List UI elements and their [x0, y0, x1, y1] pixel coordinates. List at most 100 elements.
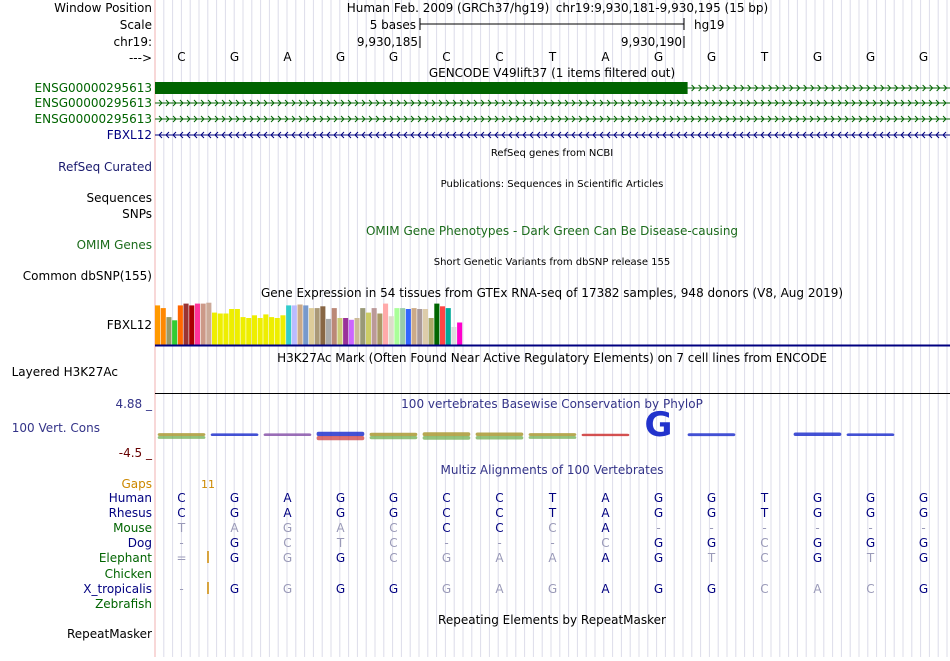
gtex-tissue-bar[interactable] — [234, 309, 240, 345]
gtex-tissue-bar[interactable] — [223, 313, 229, 346]
gtex-tissue-bar[interactable] — [274, 318, 280, 345]
gtex-tissue-bar[interactable] — [383, 303, 389, 345]
gtex-tissue-bar[interactable] — [206, 302, 212, 345]
aligned-base: = — [176, 551, 186, 565]
gtex-tissue-bar[interactable] — [246, 318, 252, 345]
gtex-tissue-bar[interactable] — [400, 308, 406, 345]
gaps-label[interactable]: Gaps — [121, 477, 152, 491]
gtex-tissue-bar[interactable] — [394, 308, 400, 345]
gtex-tissue-bar[interactable] — [451, 327, 457, 345]
gtex-tissue-bar[interactable] — [257, 318, 263, 345]
gtex-tissue-bar[interactable] — [263, 314, 269, 345]
gtex-tissue-bar[interactable] — [166, 317, 172, 345]
gtex-tissue-bar[interactable] — [229, 309, 235, 345]
gtex-tissue-bar[interactable] — [155, 305, 161, 345]
gtex-track-label[interactable]: FBXL12 — [107, 318, 152, 332]
strand-chevron — [179, 115, 184, 123]
gtex-tissue-bar[interactable] — [371, 308, 377, 345]
exon-block[interactable] — [155, 82, 688, 94]
gtex-tissue-bar[interactable] — [177, 305, 183, 345]
strand-chevron — [578, 115, 583, 123]
gtex-tissue-bar[interactable] — [411, 308, 417, 345]
aligned-base: A — [813, 582, 822, 596]
gtex-tissue-bar[interactable] — [377, 313, 383, 346]
base-position-ruler[interactable]: Human Feb. 2009 (GRCh37/hg19) chr19:9,93… — [347, 1, 768, 49]
refseq-track-label[interactable]: RefSeq Curated — [58, 160, 152, 174]
gtex-tissue-bar[interactable] — [183, 303, 189, 345]
gtex-tissue-bar[interactable] — [269, 317, 275, 345]
gtex-tissue-bar[interactable] — [314, 308, 320, 345]
gtex-bar-chart[interactable] — [155, 302, 463, 346]
species-label[interactable]: Mouse — [113, 521, 152, 535]
gtex-tissue-bar[interactable] — [200, 303, 206, 345]
strand-chevron — [719, 84, 724, 92]
strand-chevron — [767, 99, 772, 107]
gtex-tissue-bar[interactable] — [160, 308, 166, 345]
h3k27ac-track-label[interactable]: Layered H3K27Ac — [12, 365, 118, 379]
strand-chevron — [326, 115, 331, 123]
gtex-tissue-bar[interactable] — [388, 316, 394, 345]
species-label[interactable]: Dog — [128, 536, 152, 550]
gtex-tissue-bar[interactable] — [428, 318, 434, 345]
strand-chevron — [452, 131, 457, 139]
aligned-base: - — [656, 521, 660, 535]
gtex-tissue-bar[interactable] — [303, 305, 309, 345]
gtex-tissue-bar[interactable] — [308, 308, 314, 345]
gtex-tissue-bar[interactable] — [440, 306, 446, 345]
species-label[interactable]: X_tropicalis — [83, 582, 152, 596]
gtex-tissue-bar[interactable] — [337, 318, 343, 345]
aligned-base: - — [921, 521, 925, 535]
sequences-track-label[interactable]: Sequences — [87, 191, 152, 205]
aligned-base: G — [919, 536, 928, 550]
gtex-tissue-bar[interactable] — [280, 315, 286, 345]
species-label[interactable]: Elephant — [99, 551, 152, 565]
species-label[interactable]: Human — [109, 491, 152, 505]
gtex-tissue-bar[interactable] — [286, 305, 292, 345]
conservation-letter-lower — [316, 436, 365, 441]
gtex-tissue-bar[interactable] — [251, 315, 257, 345]
strand-chevron — [312, 115, 317, 123]
strand-chevron — [543, 99, 548, 107]
strand-chevron — [705, 84, 710, 92]
gtex-tissue-bar[interactable] — [217, 313, 223, 346]
gtex-tissue-bar[interactable] — [194, 303, 200, 345]
gtex-tissue-bar[interactable] — [189, 305, 195, 345]
gtex-tissue-bar[interactable] — [457, 322, 463, 346]
conservation-logo[interactable]: G — [157, 405, 895, 445]
gtex-tissue-bar[interactable] — [291, 305, 297, 345]
gtex-tissue-bar[interactable] — [434, 303, 440, 345]
gencode-row-label[interactable]: ENSG00000295613 — [35, 81, 152, 95]
strand-chevron — [529, 131, 534, 139]
gtex-tissue-bar[interactable] — [354, 318, 360, 345]
gtex-tissue-bar[interactable] — [331, 308, 337, 345]
species-label[interactable]: Rhesus — [109, 506, 152, 520]
strand-chevron — [739, 115, 744, 123]
gencode-track[interactable]: GENCODE V49lift37 (1 items filtered out)… — [35, 66, 950, 142]
snps-track-label[interactable]: SNPs — [122, 207, 152, 221]
gtex-tissue-bar[interactable] — [320, 306, 326, 345]
gtex-tissue-bar[interactable] — [348, 319, 354, 345]
species-label[interactable]: Chicken — [105, 567, 152, 581]
gtex-tissue-bar[interactable] — [326, 318, 332, 345]
gtex-tissue-bar[interactable] — [172, 320, 178, 346]
gtex-tissue-bar[interactable] — [417, 309, 423, 345]
gtex-tissue-bar[interactable] — [297, 304, 303, 346]
gencode-row-label[interactable]: ENSG00000295613 — [35, 96, 152, 110]
gtex-tissue-bar[interactable] — [360, 308, 366, 345]
gtex-tissue-bar[interactable] — [365, 312, 371, 345]
gtex-tissue-bar[interactable] — [212, 312, 218, 345]
gtex-tissue-bar[interactable] — [405, 309, 411, 345]
gtex-tissue-bar[interactable] — [240, 317, 246, 345]
gtex-tissue-bar[interactable] — [422, 309, 428, 345]
gtex-tissue-bar[interactable] — [343, 318, 349, 345]
omim-track-label[interactable]: OMIM Genes — [77, 238, 152, 252]
species-label[interactable]: Zebrafish — [95, 597, 152, 611]
gencode-row-label[interactable]: FBXL12 — [107, 128, 152, 142]
conservation-track-label[interactable]: 100 Vert. Cons — [12, 421, 100, 435]
repeatmasker-track-label[interactable]: RepeatMasker — [67, 627, 152, 641]
gencode-row-label[interactable]: ENSG00000295613 — [35, 112, 152, 126]
gtex-tissue-bar[interactable] — [445, 308, 451, 345]
dbsnp-track-label[interactable]: Common dbSNP(155) — [23, 269, 152, 283]
